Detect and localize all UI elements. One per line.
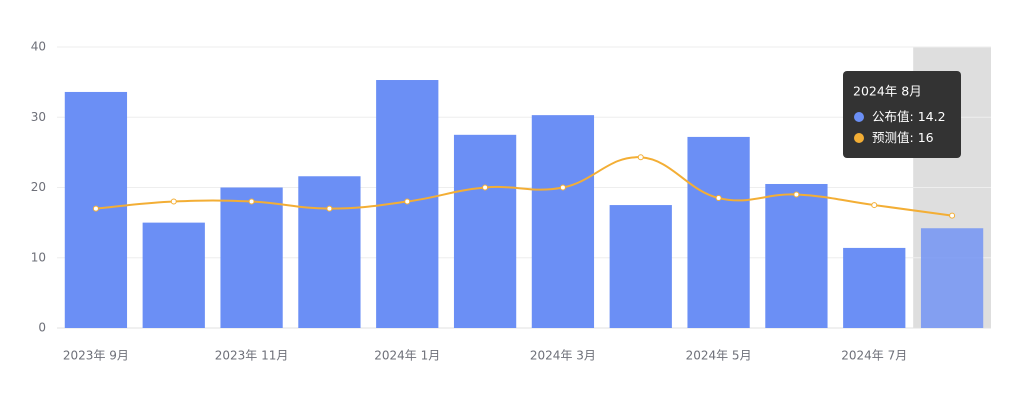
x-tick-label: 2024年 7月 bbox=[841, 349, 907, 363]
bar bbox=[609, 205, 672, 328]
x-tick-label: 2024年 5月 bbox=[686, 349, 752, 363]
tooltip-text: : bbox=[910, 109, 914, 124]
tooltip-text: 16 bbox=[918, 130, 934, 145]
bar bbox=[687, 136, 750, 328]
y-tick-label: 0 bbox=[38, 321, 46, 335]
bar bbox=[298, 176, 361, 328]
y-tick-label: 40 bbox=[31, 40, 46, 54]
tooltip-marker bbox=[854, 112, 864, 122]
tooltip-text: : bbox=[910, 130, 914, 145]
point bbox=[793, 191, 800, 198]
bar bbox=[920, 228, 984, 328]
tooltip-marker bbox=[854, 133, 864, 143]
y-tick-label: 10 bbox=[31, 250, 46, 264]
x-tick-label: 2023年 9月 bbox=[63, 349, 129, 363]
point bbox=[559, 184, 566, 191]
tooltip-box bbox=[843, 71, 961, 158]
bar bbox=[220, 187, 283, 328]
bar bbox=[765, 183, 828, 328]
point bbox=[248, 198, 255, 205]
point bbox=[482, 184, 489, 191]
y-tick-label: 30 bbox=[31, 110, 46, 124]
x-tick-label: 2024年 1月 bbox=[374, 349, 440, 363]
line bbox=[95, 156, 953, 217]
tooltip-title: 2024年 8月 bbox=[853, 84, 922, 99]
tooltip-text: 公布值 bbox=[872, 109, 910, 124]
tooltip-item: 公布值: 14.2 bbox=[872, 109, 946, 124]
bar bbox=[531, 115, 595, 328]
x-tick-label: 2024年 3月 bbox=[530, 349, 596, 363]
tooltip-item: 预测值: 16 bbox=[872, 130, 934, 145]
tooltip-text: 预测值 bbox=[872, 130, 910, 145]
point bbox=[92, 205, 99, 212]
point bbox=[170, 198, 177, 205]
point bbox=[871, 202, 878, 209]
y-tick-label: 20 bbox=[31, 180, 46, 194]
point bbox=[949, 212, 956, 219]
point bbox=[637, 154, 644, 161]
point bbox=[715, 195, 722, 202]
point bbox=[326, 205, 333, 212]
bar bbox=[453, 134, 517, 328]
tooltip-text: 14.2 bbox=[918, 109, 946, 124]
bar bbox=[142, 222, 205, 328]
bar bbox=[843, 247, 906, 328]
x-tick-label: 2023年 11月 bbox=[215, 349, 289, 363]
point bbox=[404, 198, 411, 205]
